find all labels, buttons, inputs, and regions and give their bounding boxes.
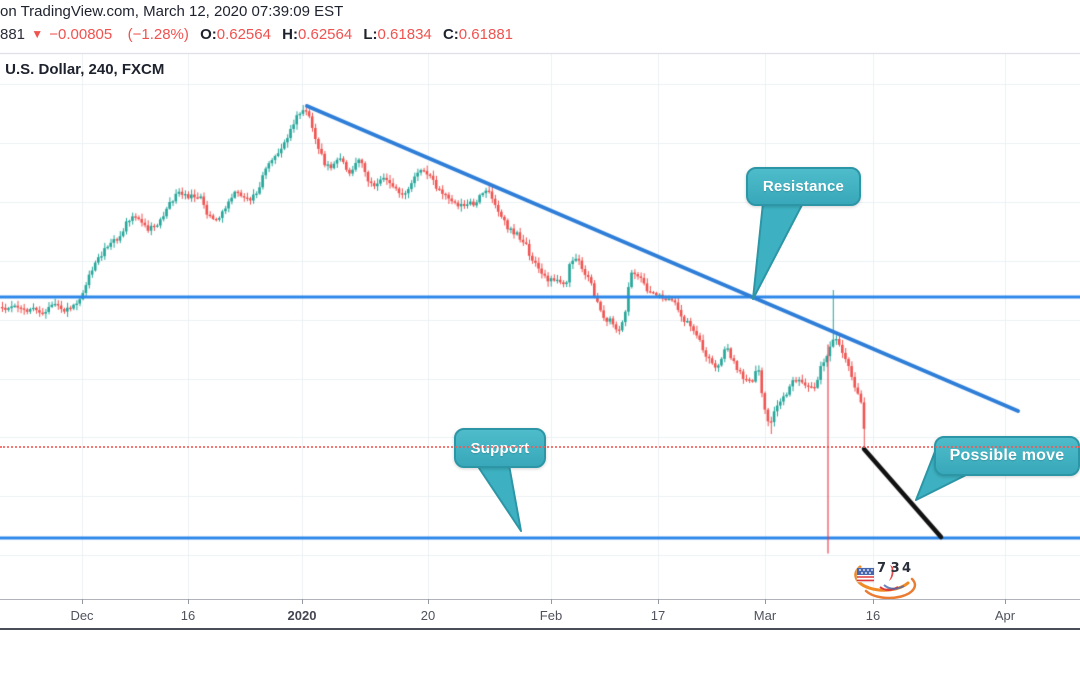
time-axis-label: Dec <box>70 608 94 623</box>
close-label: C: <box>442 26 459 43</box>
time-axis-label: Feb <box>539 608 563 623</box>
time-axis-label: Mar <box>753 608 777 623</box>
time-axis-tick <box>551 599 552 604</box>
symbol-description: /U.S. Dollar, 240, FXCM <box>0 61 164 78</box>
low-value: 0.61834 <box>377 26 432 43</box>
time-axis-label: Apr <box>994 608 1016 623</box>
support-callout: Support <box>454 428 546 468</box>
high-label: H: <box>282 26 298 43</box>
price-change: −0.00805 <box>49 26 113 43</box>
time-axis-tick <box>765 599 766 604</box>
time-axis-tick <box>82 599 83 604</box>
time-axis-tick <box>302 599 303 604</box>
watermark-digit-right: 4 <box>902 561 911 576</box>
price-fragment: 881 <box>0 26 26 43</box>
watermark-digits-left: 7 3 <box>877 561 900 576</box>
time-axis-tick <box>1005 599 1006 604</box>
time-axis-label: 16 <box>180 608 196 623</box>
price-change-pct: (−1.28%) <box>127 26 189 43</box>
watermark-logo: 7 3 4 <box>854 561 917 599</box>
time-axis-label: 17 <box>650 608 666 623</box>
time-axis: Dec 16 2020 20 Feb 17 Mar 16 Apr <box>0 599 1080 630</box>
time-axis-tick <box>873 599 874 604</box>
time-axis-label: 2020 <box>287 608 317 623</box>
time-axis-tick <box>658 599 659 604</box>
snapshot-attribution: on TradingView.com, March 12, 2020 07:39… <box>0 3 344 20</box>
high-value: 0.62564 <box>297 26 353 43</box>
low-label: L: <box>363 26 378 43</box>
possible-move-callout: Possible move <box>934 436 1080 476</box>
time-axis-tick <box>188 599 189 604</box>
time-axis-tick <box>428 599 429 604</box>
resistance-callout: Resistance <box>746 167 861 206</box>
quote-line: 881 ▼ −0.00805 (−1.28%) O:0.62564 H:0.62… <box>0 26 513 43</box>
open-value: 0.62564 <box>216 26 271 43</box>
current-price-line <box>0 446 1080 448</box>
close-value: 0.61881 <box>458 26 514 43</box>
time-axis-label: 20 <box>420 608 436 623</box>
open-label: O: <box>200 26 217 43</box>
down-arrow-icon: ▼ <box>31 27 44 41</box>
symbol-text: U.S. Dollar, 240, FXCM <box>5 61 165 78</box>
time-axis-label: 16 <box>865 608 881 623</box>
